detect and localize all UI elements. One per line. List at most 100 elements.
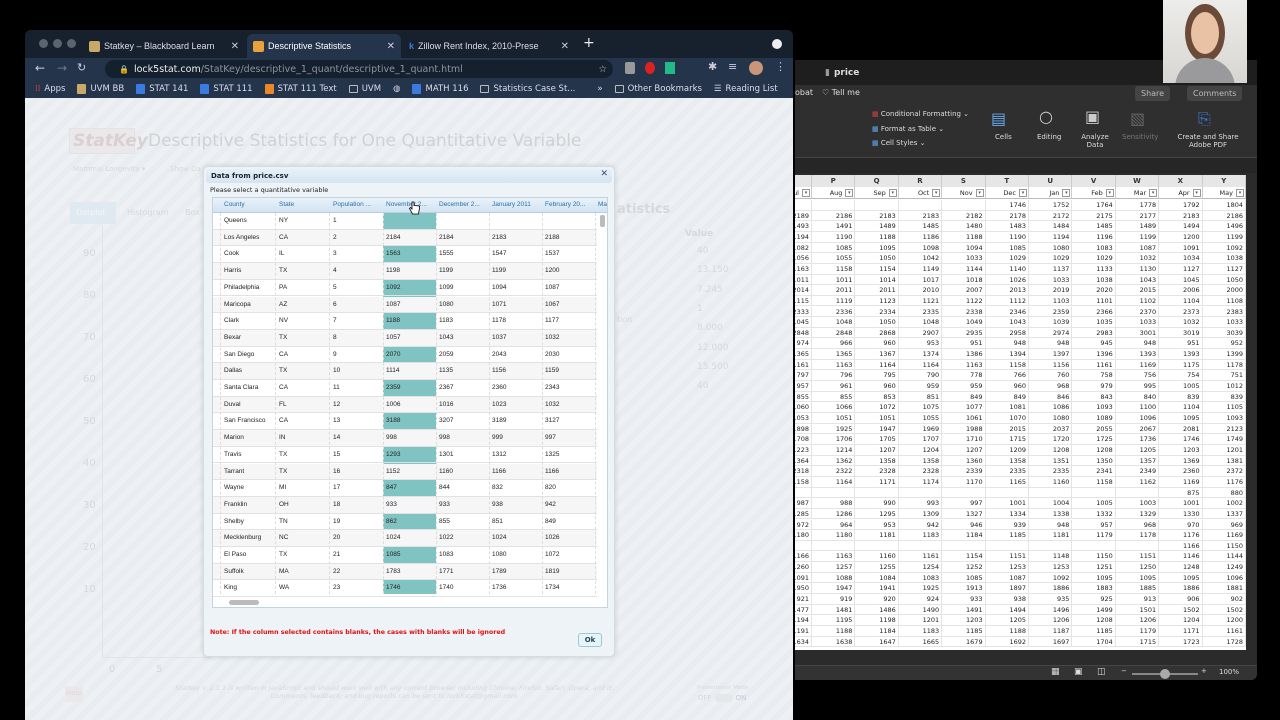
ok-button[interactable]: Ok xyxy=(578,633,602,647)
column-letter[interactable]: X xyxy=(1159,175,1203,187)
sheet-cell[interactable]: 839 xyxy=(1159,391,1203,403)
table-row[interactable]: Marion IN 14 998 998 999 997 xyxy=(213,430,597,447)
zoom-slider-thumb[interactable] xyxy=(1160,669,1170,679)
close-window-button[interactable] xyxy=(39,39,48,48)
sheet-cell[interactable]: 1183 xyxy=(899,626,943,637)
bookmark-other[interactable]: Other Bookmarks xyxy=(614,84,702,94)
sheet-cell[interactable] xyxy=(942,540,986,552)
sheet-cell[interactable]: 1033 xyxy=(1029,274,1073,286)
sheet-cell[interactable]: 1176 xyxy=(1203,476,1246,488)
sheet-cell[interactable] xyxy=(899,540,943,552)
sheet-cell[interactable]: 2177 xyxy=(1116,210,1160,222)
sheet-cell[interactable]: 952 xyxy=(1203,338,1246,350)
sheet-cell[interactable]: 1357 xyxy=(1116,455,1160,467)
sheet-cell[interactable]: 1165 xyxy=(986,476,1029,488)
sheet-cell[interactable]: 1491 xyxy=(942,604,986,616)
page-layout-icon[interactable]: ▣ xyxy=(1074,667,1083,677)
sheet-cell[interactable]: 921 xyxy=(795,594,812,605)
sheet-cell[interactable]: 1187 xyxy=(1029,626,1073,637)
extension-icon[interactable] xyxy=(665,62,675,74)
column-header[interactable]: November 2... xyxy=(386,201,427,208)
sheet-cell[interactable]: 1032 xyxy=(1159,317,1203,328)
sheet-cell[interactable]: 796 xyxy=(812,370,856,382)
sheet-cell[interactable]: 1499 xyxy=(1072,604,1116,616)
table-row[interactable]: King WA 23 1746 1740 1736 1734 xyxy=(213,580,597,598)
sheet-cell[interactable]: 1179 xyxy=(1116,626,1160,637)
bookmark-statistics-case[interactable]: Statistics Case St... xyxy=(480,84,575,94)
sheet-cell[interactable]: 1708 xyxy=(795,434,812,445)
sheet-cell[interactable]: 1174 xyxy=(899,476,943,488)
vertical-scrollbar[interactable] xyxy=(600,215,605,227)
sheet-cell[interactable]: 1337 xyxy=(1203,508,1246,520)
sheet-cell[interactable]: 1188 xyxy=(855,231,899,243)
sheet-cell[interactable]: 1204 xyxy=(1159,615,1203,626)
sheet-cell[interactable]: 1338 xyxy=(1029,508,1073,520)
sheet-cell[interactable]: 1204 xyxy=(899,444,943,456)
sheet-cell[interactable]: 1638 xyxy=(812,636,856,648)
sheet-cell[interactable]: 1150 xyxy=(1072,551,1116,563)
menu-kebab-icon[interactable]: ⋮ xyxy=(775,60,786,73)
sheet-cell[interactable]: 1080 xyxy=(1029,413,1073,424)
filter-dropdown-icon[interactable]: ▾ xyxy=(1235,189,1244,197)
sheet-cell[interactable]: 2189 xyxy=(795,210,812,222)
back-icon[interactable]: ← xyxy=(35,61,46,75)
minimize-window-button[interactable] xyxy=(53,39,62,48)
sheet-cell[interactable]: 1334 xyxy=(986,508,1029,520)
sheet-cell[interactable]: 1489 xyxy=(1116,221,1160,232)
sheet-cell[interactable]: 1950 xyxy=(795,583,812,595)
sheet-cell[interactable]: 920 xyxy=(855,594,899,605)
sheet-cell[interactable]: 1049 xyxy=(942,317,986,328)
sheet-cell[interactable]: 1066 xyxy=(812,402,856,413)
sheet-cell[interactable]: 1501 xyxy=(1116,604,1160,616)
sheet-cell[interactable] xyxy=(1029,540,1073,552)
sheet-cell[interactable]: 1158 xyxy=(986,359,1029,371)
sheet-cell[interactable]: 1089 xyxy=(1072,413,1116,424)
sheet-cell[interactable]: 1185 xyxy=(1072,626,1116,637)
sheet-cell[interactable] xyxy=(986,540,1029,552)
sheet-cell[interactable]: 1070 xyxy=(986,413,1029,424)
table-row[interactable]: Santa Clara CA 11 2359 2367 2360 2343 xyxy=(213,380,597,397)
sheet-cell[interactable]: 997 xyxy=(942,498,986,509)
sheet-cell[interactable]: 1886 xyxy=(1159,583,1203,595)
sheet-cell[interactable]: 951 xyxy=(942,338,986,350)
analyze-data-button[interactable]: Analyze Data xyxy=(1081,133,1109,149)
sheet-cell[interactable]: 1011 xyxy=(795,274,812,286)
sheet-cell[interactable]: 756 xyxy=(1116,370,1160,382)
sheet-cell[interactable]: 2336 xyxy=(812,306,856,318)
sheet-cell[interactable]: 2007 xyxy=(942,285,986,296)
sheet-cell[interactable]: 1095 xyxy=(1159,572,1203,584)
sheet-cell[interactable]: 1061 xyxy=(942,413,986,424)
sheet-cell[interactable]: 1489 xyxy=(855,221,899,232)
filter-header[interactable]: Feb ▾ xyxy=(1072,187,1116,199)
filter-header[interactable]: Dec ▾ xyxy=(985,187,1029,199)
sheet-cell[interactable]: 1386 xyxy=(942,349,986,360)
sheet-cell[interactable]: 2186 xyxy=(812,210,856,222)
reload-icon[interactable]: ↻ xyxy=(77,61,87,74)
sheet-cell[interactable]: 1096 xyxy=(1116,413,1160,424)
sheet-cell[interactable]: 1119 xyxy=(812,295,856,307)
sheet-cell[interactable]: 1181 xyxy=(1029,530,1073,541)
sheet-cell[interactable]: 2366 xyxy=(1072,306,1116,318)
sheet-cell[interactable]: 2359 xyxy=(1029,306,1073,318)
sheet-cell[interactable]: 1093 xyxy=(1072,402,1116,413)
sheet-cell[interactable]: 1715 xyxy=(986,434,1029,445)
sheet-cell[interactable]: 969 xyxy=(1203,519,1246,531)
table-row[interactable]: Tarrant TX 16 1152 1160 1166 1166 xyxy=(213,463,597,481)
column-header[interactable]: February 20... xyxy=(545,201,586,208)
table-row[interactable]: El Paso TX 21 1085 1083 1080 1072 xyxy=(213,547,597,564)
sheet-cell[interactable]: 1178 xyxy=(1116,530,1160,541)
sheet-cell[interactable]: 957 xyxy=(795,381,812,392)
sheet-cell[interactable]: 1080 xyxy=(1029,242,1073,254)
sheet-cell[interactable]: 1100 xyxy=(1116,402,1160,413)
sheet-cell[interactable]: 1005 xyxy=(1159,381,1203,392)
sheet-cell[interactable]: 1050 xyxy=(1203,274,1246,286)
sheet-cell[interactable]: 2037 xyxy=(1029,423,1073,435)
sheet-cell[interactable]: 939 xyxy=(986,519,1029,531)
sheet-cell[interactable]: 1130 xyxy=(1116,263,1160,275)
sheet-cell[interactable]: 1190 xyxy=(986,231,1029,243)
sheet-cell[interactable]: 1196 xyxy=(1072,231,1116,243)
sheet-cell[interactable]: 1483 xyxy=(986,221,1029,232)
sheet-cell[interactable] xyxy=(855,540,899,552)
sheet-cell[interactable]: 1088 xyxy=(812,572,856,584)
filter-dropdown-icon[interactable]: ▾ xyxy=(1192,189,1201,197)
